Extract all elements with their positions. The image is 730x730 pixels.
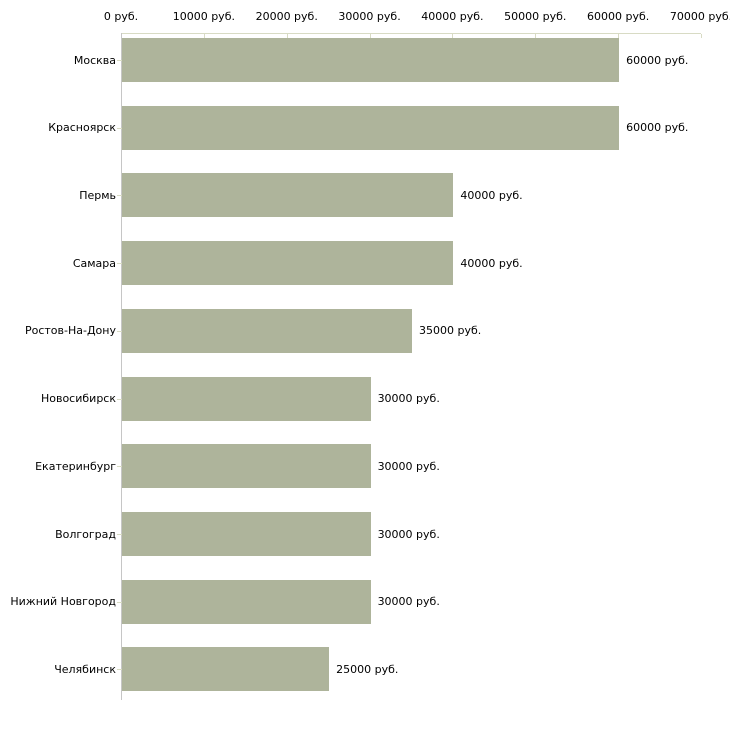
x-axis-tick-label: 10000 руб.	[172, 10, 235, 23]
x-axis-line	[121, 33, 701, 34]
y-axis-tick-mark	[117, 669, 122, 671]
bar-Красноярск	[122, 105, 620, 150]
category-label: Красноярск	[48, 121, 116, 135]
bar-Ростов-На-Дону	[122, 308, 412, 353]
x-axis-tick-label: 60000 руб.	[587, 10, 650, 23]
category-label: Ростов-На-Дону	[24, 324, 116, 338]
category-label: Новосибирск	[40, 392, 116, 406]
x-axis-tick-mark	[535, 34, 537, 38]
y-axis-tick-mark	[117, 398, 122, 400]
bar-Челябинск	[122, 647, 330, 692]
y-axis-tick-mark	[117, 127, 122, 129]
y-axis-line	[121, 33, 122, 701]
category-label: Волгоград	[55, 527, 116, 541]
bar-Екатеринбург	[122, 444, 371, 489]
y-axis-tick-mark	[117, 601, 122, 603]
y-axis-tick-mark	[117, 263, 122, 265]
value-label: 40000 руб.	[460, 188, 523, 202]
x-axis-tick-label: 20000 руб.	[255, 10, 318, 23]
y-axis-tick-mark	[117, 466, 122, 468]
x-axis-tick-mark	[701, 34, 702, 38]
x-axis-tick-label: 30000 руб.	[338, 10, 401, 23]
value-label: 60000 руб.	[626, 53, 689, 67]
value-label: 30000 руб.	[377, 595, 440, 609]
category-label: Нижний Новгород	[10, 595, 116, 609]
bar-Новосибирск	[122, 376, 371, 421]
category-label: Екатеринбург	[35, 459, 116, 473]
y-axis-tick-mark	[117, 534, 122, 536]
value-label: 30000 руб.	[377, 527, 440, 541]
value-label: 40000 руб.	[460, 256, 523, 270]
bar-Волгоград	[122, 512, 371, 557]
category-label: Самара	[72, 256, 116, 270]
x-axis-tick-mark	[369, 34, 371, 38]
y-axis-tick-mark	[117, 330, 122, 332]
value-label: 60000 руб.	[626, 121, 689, 135]
y-axis-tick-mark	[117, 60, 122, 61]
value-label: 30000 руб.	[377, 459, 440, 473]
x-axis-tick-mark	[203, 34, 205, 38]
category-label: Пермь	[79, 188, 116, 202]
x-axis-tick-label: 50000 руб.	[504, 10, 567, 23]
value-label: 30000 руб.	[377, 392, 440, 406]
x-axis-tick-mark	[618, 34, 620, 38]
value-label: 35000 руб.	[419, 324, 482, 338]
category-label: Москва	[73, 53, 116, 67]
bar-Нижний Новгород	[122, 579, 371, 624]
bar-Пермь	[122, 173, 454, 218]
x-axis-tick-mark	[452, 34, 454, 38]
x-axis-tick-label: 0 руб.	[103, 10, 139, 23]
bar-Москва	[122, 38, 620, 82]
category-label: Челябинск	[54, 662, 116, 676]
bar-Самара	[122, 241, 454, 286]
y-axis-tick-mark	[117, 195, 122, 197]
x-axis-tick-label: 70000 руб.	[669, 10, 730, 23]
value-label: 25000 руб.	[336, 662, 399, 676]
x-axis-tick-mark	[286, 34, 288, 38]
x-axis-tick-label: 40000 руб.	[421, 10, 484, 23]
